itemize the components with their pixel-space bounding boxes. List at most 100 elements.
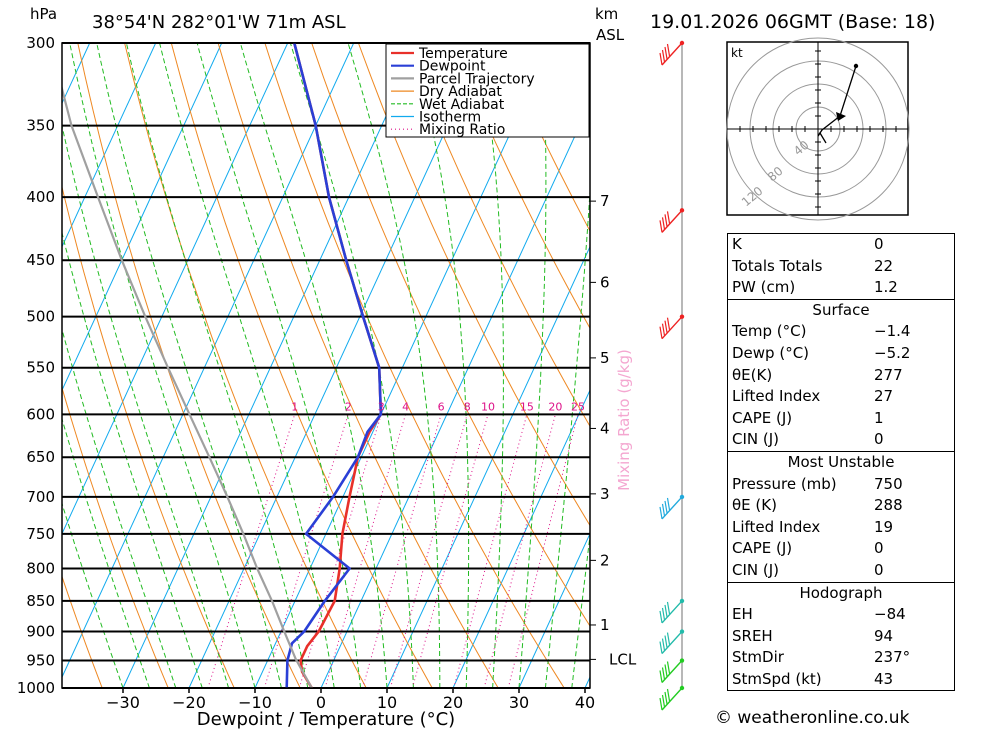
legend-label: Temperature (418, 46, 508, 62)
surface-value: 277 (874, 365, 903, 384)
hodograph-stats-row: EH −84 (728, 604, 954, 626)
surface-value: 0 (874, 430, 884, 449)
hodo-label: StmSpd (kt) (732, 669, 822, 688)
pressure-tick-label: 350 (26, 117, 55, 135)
hodo-value: 237° (874, 648, 911, 667)
mixing-ratio-labels: 1 2 3 4 6 8 10 15 20 25 (291, 400, 585, 413)
isotherm-line (0, 43, 24, 688)
mu-label: CAPE (J) (732, 539, 793, 558)
surface-label: θE(K) (732, 365, 773, 384)
temperature-tick-label: −20 (172, 693, 206, 712)
wet-adiabat-line (159, 43, 335, 688)
wind-barb (659, 658, 685, 683)
most-unstable-row: Lifted Index 19 (728, 517, 954, 539)
temperature-tick-label: −10 (238, 693, 272, 712)
isotherm-line (320, 102, 590, 688)
temperature-tick-label: 10 (377, 693, 397, 712)
hodograph-unit: kt (731, 46, 743, 60)
surface-label: CIN (J) (732, 430, 780, 449)
mixing-ratio-label: 8 (464, 400, 471, 413)
pressure-tick-label: 850 (26, 592, 55, 610)
legend-label: Parcel Trajectory (419, 71, 535, 87)
dry-adiabat-line (311, 43, 590, 627)
pressure-tick-label: 900 (26, 623, 55, 641)
wind-barb-feather (664, 664, 668, 677)
mixing-ratio-label: 25 (571, 400, 585, 413)
surface-row: CIN (J) 0 (728, 429, 954, 451)
surface-value: −5.2 (874, 343, 911, 362)
wind-barb-feather (666, 601, 671, 615)
wind-barb-feather (659, 697, 663, 711)
wind-barb-feather (661, 217, 666, 230)
mixing-ratio-label: 6 (438, 400, 445, 413)
wind-barb (659, 598, 685, 624)
mu-label: θE (K) (732, 496, 777, 515)
mu-value: 0 (874, 539, 884, 558)
wind-barb-feather (664, 604, 668, 618)
surface-row: CAPE (J) 1 (728, 408, 954, 430)
wind-barb-feather (664, 691, 668, 705)
wind-barb-feather (666, 211, 671, 224)
surface-label: Temp (°C) (732, 322, 807, 341)
dry-adiabat-line (264, 43, 565, 688)
surface-value: −1.4 (874, 322, 911, 341)
mixing-ratio-line (507, 414, 579, 688)
hodo-value: −84 (874, 605, 906, 624)
hodo-value: 94 (874, 626, 894, 645)
isotherm-line (62, 43, 355, 679)
hodo-label: StmDir (732, 648, 784, 667)
temperature-tick-label: −30 (106, 693, 140, 712)
dry-adiabat-line (404, 43, 590, 428)
hodo-value: 43 (874, 669, 894, 688)
wind-barb (659, 494, 685, 520)
surface-row: Temp (°C) −1.4 (728, 321, 954, 343)
height-tick-label: LCL (609, 650, 637, 668)
x-axis-title: Dewpoint / Temperature (°C) (197, 709, 455, 730)
pressure-tick-label: 650 (26, 448, 55, 466)
height-tick-label: 1 (600, 616, 610, 634)
wind-barb-shaft (661, 209, 683, 233)
most-unstable-row: CAPE (J) 0 (728, 538, 954, 560)
wind-barb-feather (666, 661, 671, 674)
legend-label: Wet Adiabat (419, 97, 505, 113)
wet-adiabat-line (289, 43, 414, 688)
mixing-ratio-line (483, 414, 556, 688)
isotherm-line (452, 388, 590, 688)
wind-barbs (659, 40, 685, 711)
wind-barb-feather (666, 317, 671, 330)
pressure-tick-label: 550 (26, 359, 55, 377)
wind-barb-shaft (661, 42, 683, 66)
mu-value: 0 (874, 560, 884, 579)
wet-adiabat-line (518, 43, 547, 688)
credit-footer: © weatheronline.co.uk (715, 708, 910, 728)
mu-label: Pressure (mb) (732, 474, 837, 493)
hodo-label: SREH (732, 626, 773, 645)
wet-adiabat-line (544, 183, 590, 688)
wind-barb-feather (664, 46, 668, 60)
mixing-ratio-line (389, 414, 468, 688)
datetime-title: 19.01.2026 06GMT (Base: 18) (650, 11, 935, 33)
pressure-tick-label: 950 (26, 652, 55, 670)
height-tick-label: 4 (600, 419, 610, 437)
surface-row: θE(K) 277 (728, 365, 954, 387)
mu-label: CIN (J) (732, 560, 780, 579)
wind-barb-shaft (661, 600, 683, 624)
hodograph-trace-low (817, 131, 827, 144)
temperature-tick-label: 30 (509, 693, 529, 712)
mixing-ratio-label: 15 (520, 400, 534, 413)
hodograph-stats-row: SREH 94 (728, 626, 954, 648)
wet-adiabat-line (347, 43, 441, 688)
profiles (62, 43, 383, 688)
index-value: 1.2 (874, 278, 898, 297)
wind-barb (659, 629, 685, 655)
mixing-ratio-label: 4 (402, 400, 409, 413)
wet-adiabat-line (62, 417, 150, 688)
legend-label: Isotherm (419, 110, 481, 126)
wind-barb-feather (661, 694, 666, 708)
temperature-tick-label: 0 (316, 693, 326, 712)
wind-barb-feather (659, 641, 663, 654)
surface-value: 1 (874, 408, 884, 427)
